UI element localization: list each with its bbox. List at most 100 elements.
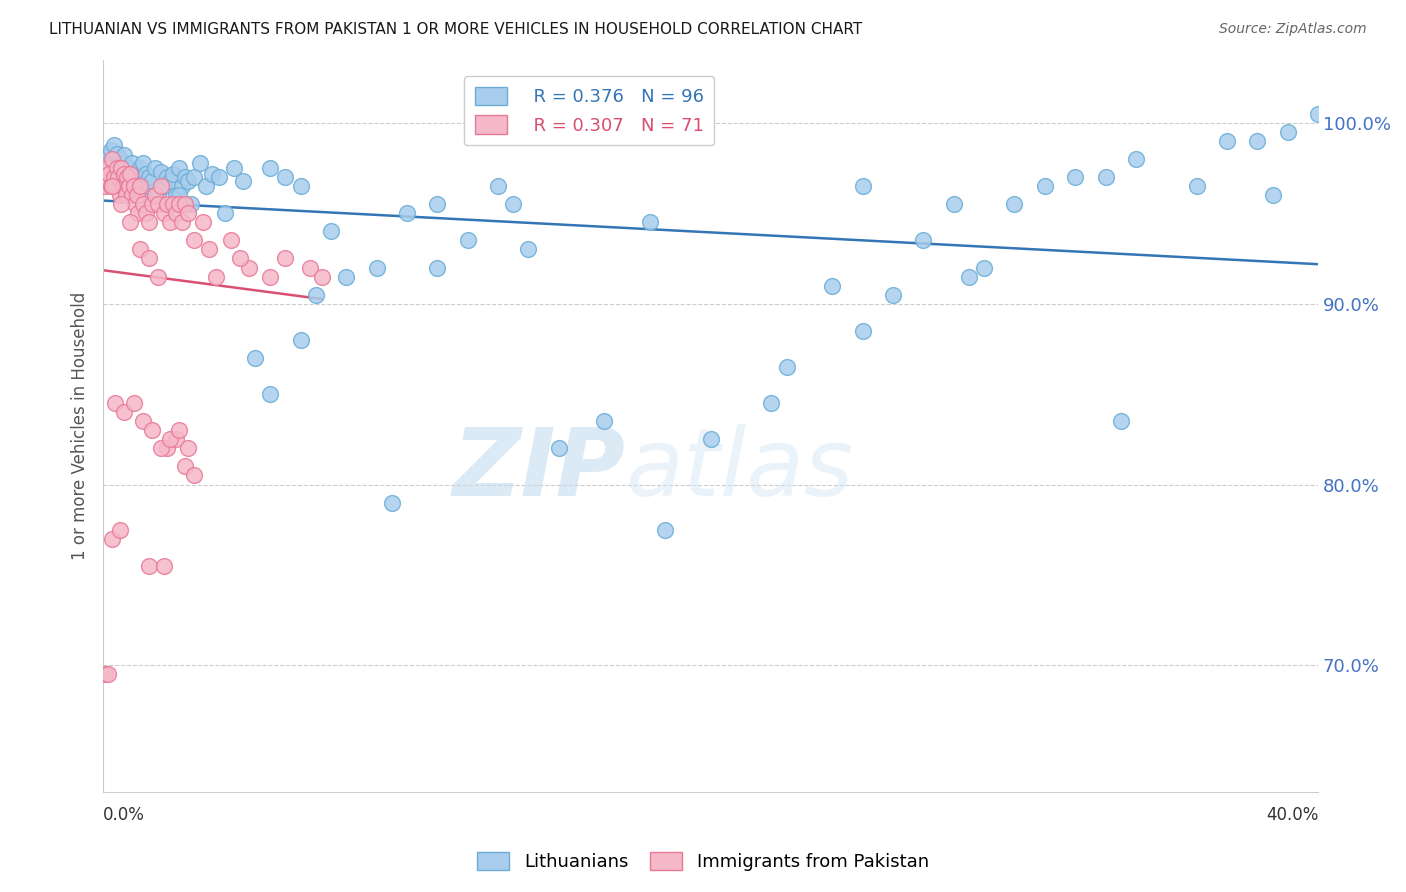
Point <box>177 174 200 188</box>
Point <box>882 287 904 301</box>
Point <box>180 197 202 211</box>
Point <box>93 667 115 681</box>
Point <box>183 468 205 483</box>
Point <box>128 179 150 194</box>
Point <box>97 174 120 188</box>
Point <box>100 179 122 194</box>
Point <box>973 260 995 275</box>
Point <box>177 206 200 220</box>
Point <box>143 188 166 202</box>
Point <box>153 558 176 573</box>
Point <box>1185 179 1208 194</box>
Text: atlas: atlas <box>626 425 853 516</box>
Point <box>259 387 281 401</box>
Point <box>120 185 142 199</box>
Point <box>486 179 509 194</box>
Point <box>593 414 616 428</box>
Point <box>146 197 169 211</box>
Text: 40.0%: 40.0% <box>1265 806 1319 824</box>
Point <box>153 206 176 220</box>
Point <box>1109 414 1132 428</box>
Point <box>94 170 117 185</box>
Point <box>103 137 125 152</box>
Point <box>188 155 211 169</box>
Point <box>117 174 139 188</box>
Point <box>335 269 357 284</box>
Point <box>138 252 160 266</box>
Point <box>1277 125 1299 139</box>
Point <box>112 405 135 419</box>
Point <box>167 197 190 211</box>
Point <box>167 161 190 175</box>
Point <box>129 188 152 202</box>
Point <box>125 188 148 202</box>
Point <box>124 179 146 194</box>
Point <box>821 278 844 293</box>
Point <box>107 170 129 185</box>
Point <box>104 179 127 194</box>
Point <box>127 174 149 188</box>
Point <box>120 167 142 181</box>
Point <box>183 170 205 185</box>
Point <box>232 174 254 188</box>
Point <box>96 161 118 175</box>
Point <box>851 324 873 338</box>
Point <box>162 197 184 211</box>
Point <box>547 442 569 456</box>
Point <box>1246 134 1268 148</box>
Point <box>115 170 138 185</box>
Point <box>219 234 242 248</box>
Point <box>96 161 118 175</box>
Point <box>172 179 194 194</box>
Point <box>159 433 181 447</box>
Point <box>177 442 200 456</box>
Point <box>381 495 404 509</box>
Point <box>110 155 132 169</box>
Point <box>290 333 312 347</box>
Point <box>131 197 153 211</box>
Point <box>143 161 166 175</box>
Point <box>1002 197 1025 211</box>
Point <box>120 215 142 229</box>
Point <box>201 167 224 181</box>
Text: ZIP: ZIP <box>453 424 626 516</box>
Point <box>141 174 163 188</box>
Point <box>259 269 281 284</box>
Text: Source: ZipAtlas.com: Source: ZipAtlas.com <box>1219 22 1367 37</box>
Point <box>204 269 226 284</box>
Point <box>638 215 661 229</box>
Point <box>138 558 160 573</box>
Point <box>238 260 260 275</box>
Point <box>159 174 181 188</box>
Point <box>957 269 980 284</box>
Point <box>761 396 783 410</box>
Point <box>156 442 179 456</box>
Point <box>135 206 157 220</box>
Point <box>103 170 125 185</box>
Point <box>138 215 160 229</box>
Point <box>112 148 135 162</box>
Point <box>125 164 148 178</box>
Point <box>162 167 184 181</box>
Point <box>149 442 172 456</box>
Point <box>502 197 524 211</box>
Point <box>108 188 131 202</box>
Point <box>156 170 179 185</box>
Point <box>97 667 120 681</box>
Point <box>112 167 135 181</box>
Point <box>101 167 124 181</box>
Point <box>229 252 252 266</box>
Point <box>111 179 134 194</box>
Point <box>290 179 312 194</box>
Text: LITHUANIAN VS IMMIGRANTS FROM PAKISTAN 1 OR MORE VEHICLES IN HOUSEHOLD CORRELATI: LITHUANIAN VS IMMIGRANTS FROM PAKISTAN 1… <box>49 22 862 37</box>
Point <box>457 234 479 248</box>
Point <box>167 423 190 437</box>
Text: 0.0%: 0.0% <box>103 806 145 824</box>
Point <box>100 143 122 157</box>
Legend: Lithuanians, Immigrants from Pakistan: Lithuanians, Immigrants from Pakistan <box>470 845 936 879</box>
Point <box>912 234 935 248</box>
Point <box>104 396 127 410</box>
Point <box>172 215 194 229</box>
Point <box>174 170 197 185</box>
Point <box>259 161 281 175</box>
